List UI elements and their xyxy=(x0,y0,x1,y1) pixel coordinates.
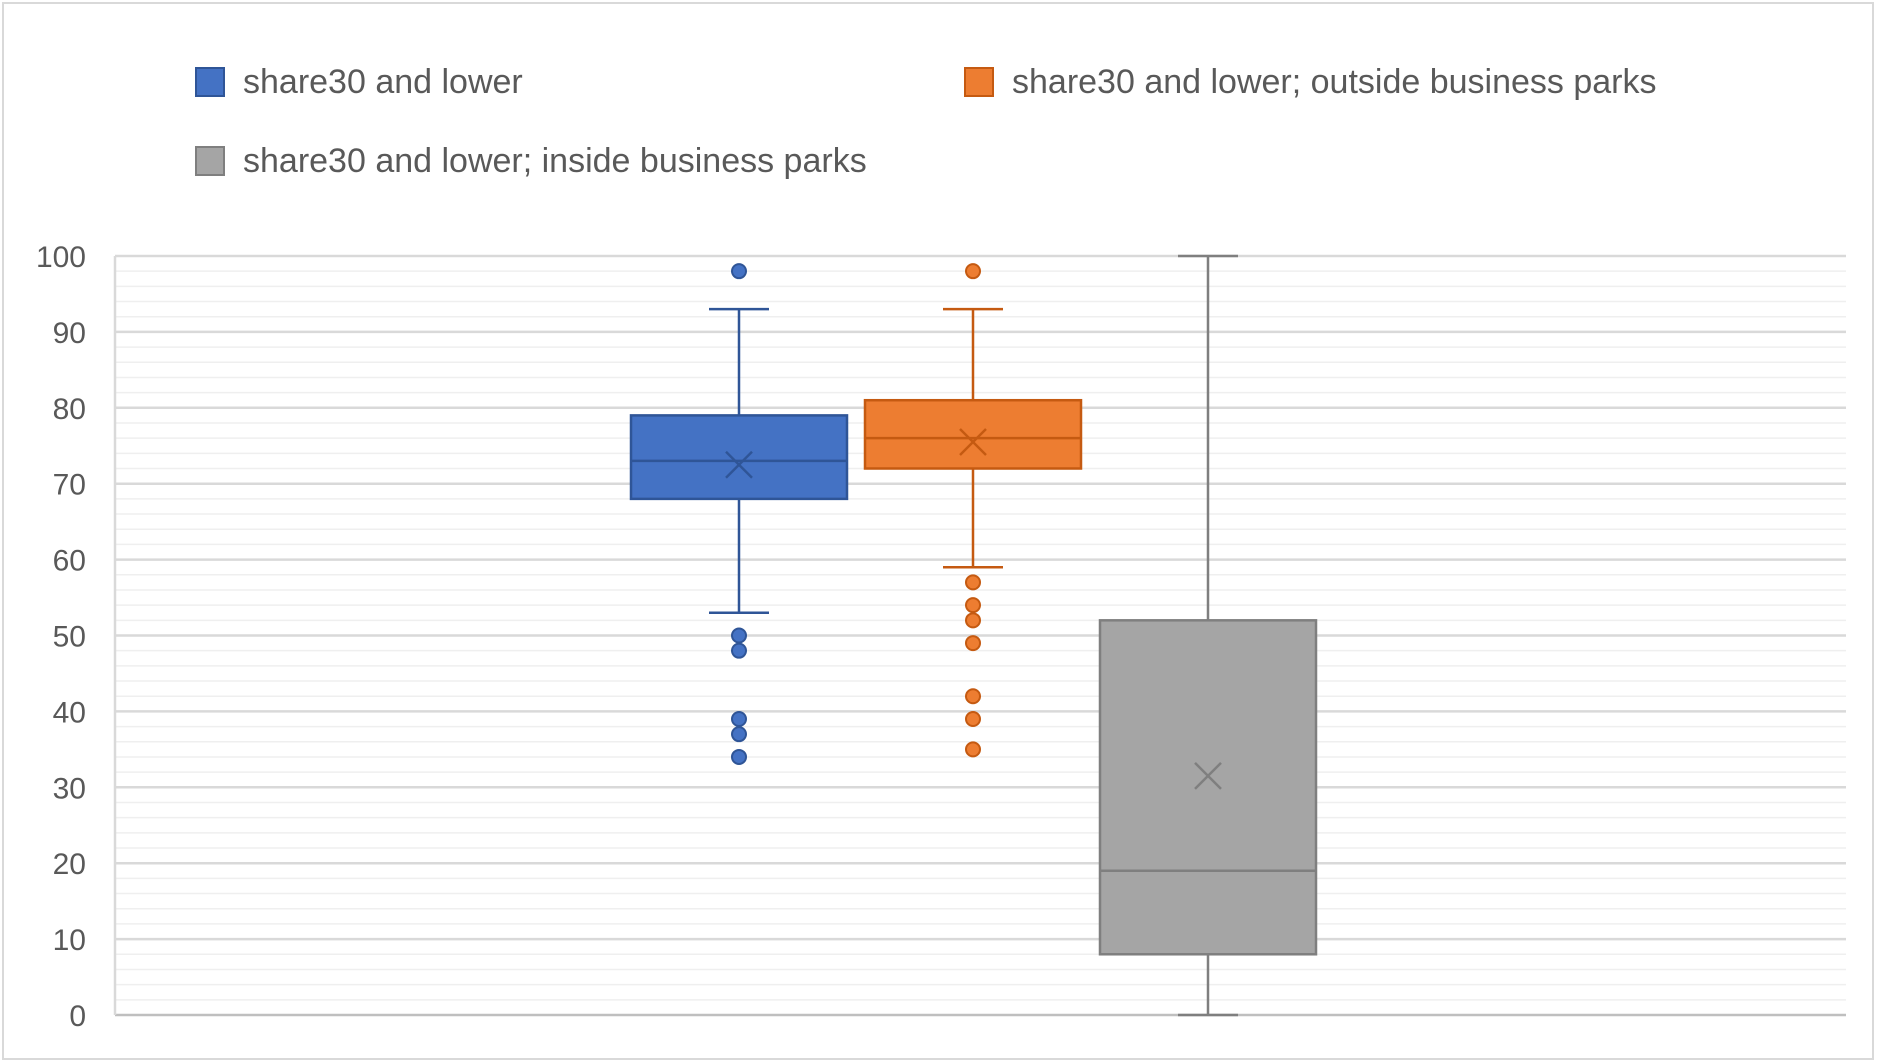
y-tick-label: 60 xyxy=(53,545,86,578)
iqr-box xyxy=(629,414,849,501)
legend-swatch-all xyxy=(195,67,225,97)
outlier-point xyxy=(965,635,981,652)
outlier-point xyxy=(731,710,747,727)
outlier-point xyxy=(731,726,747,743)
outlier-point xyxy=(965,597,981,614)
outlier-point xyxy=(965,612,981,629)
outlier-point xyxy=(731,627,747,644)
outlier-point xyxy=(731,748,747,765)
y-tick-label: 40 xyxy=(53,696,86,729)
y-tick-label: 20 xyxy=(53,848,86,881)
y-tick-label: 100 xyxy=(36,241,86,274)
outlier-point xyxy=(965,710,981,727)
legend-label-inside: share30 and lower; inside business parks xyxy=(243,141,867,180)
mean-marker xyxy=(959,428,987,456)
outlier-point xyxy=(965,688,981,705)
legend-item-inside[interactable]: share30 and lower; inside business parks xyxy=(195,141,867,181)
y-tick-label: 80 xyxy=(53,393,86,426)
outlier-point xyxy=(965,263,981,280)
y-tick-label: 50 xyxy=(53,621,86,654)
outlier-point xyxy=(731,263,747,280)
legend-swatch-outside xyxy=(964,67,994,97)
legend: share30 and lower share30 and lower; out… xyxy=(0,0,1878,200)
y-tick-label: 30 xyxy=(53,772,86,805)
iqr-box xyxy=(1098,619,1318,956)
legend-label-outside: share30 and lower; outside business park… xyxy=(1012,62,1657,101)
mean-marker xyxy=(1194,762,1222,790)
mean-marker xyxy=(725,450,753,479)
outlier-point xyxy=(965,574,981,591)
y-tick-label: 90 xyxy=(53,317,86,350)
legend-item-all[interactable]: share30 and lower xyxy=(195,62,523,102)
y-tick-label: 10 xyxy=(53,924,86,957)
legend-item-outside[interactable]: share30 and lower; outside business park… xyxy=(964,62,1657,102)
iqr-box xyxy=(863,398,1083,470)
outlier-point xyxy=(965,741,981,758)
outlier-point xyxy=(731,642,747,659)
y-tick-label: 0 xyxy=(69,1000,86,1033)
legend-swatch-inside xyxy=(195,146,225,176)
legend-label-all: share30 and lower xyxy=(243,62,523,101)
y-tick-label: 70 xyxy=(53,469,86,502)
